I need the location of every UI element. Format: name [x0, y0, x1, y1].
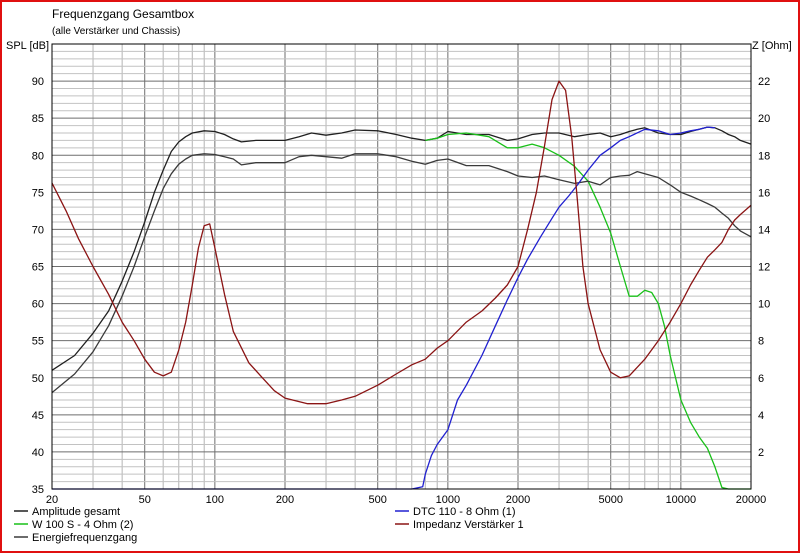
series-lines [51, 80, 752, 490]
y-tick-label: 75 [32, 187, 44, 199]
x-tick-label: 100 [206, 494, 224, 506]
x-tick-label: 200 [276, 494, 294, 506]
y-tick-label: 60 [32, 299, 44, 311]
y-tick-label: 85 [32, 113, 44, 125]
y2-tick-label: 2 [758, 447, 764, 459]
x-tick-label: 20000 [736, 494, 767, 506]
chart-subtitle: (alle Verstärker und Chassis) [52, 26, 180, 37]
y-tick-label: 50 [32, 373, 44, 385]
y2-tick-label: 22 [758, 76, 770, 88]
legend-label: Amplitude gesamt [32, 506, 120, 518]
y-tick-label: 35 [32, 484, 44, 496]
x-tick-label: 20 [46, 494, 58, 506]
y2-tick-label: 10 [758, 299, 770, 311]
y-tick-label: 40 [32, 447, 44, 459]
series-line-3 [51, 153, 752, 394]
y2-tick-label: 18 [758, 150, 770, 162]
series-line-5 [51, 80, 752, 405]
y-tick-label: 45 [32, 410, 44, 422]
y2-tick-label: 8 [758, 336, 764, 348]
y2-tick-label: 14 [758, 224, 770, 236]
y-tick-label: 90 [32, 76, 44, 88]
series-line-1 [51, 126, 752, 371]
y-tick-label: 55 [32, 336, 44, 348]
y2-tick-label: 6 [758, 373, 764, 385]
legend-label: W 100 S - 4 Ohm (2) [32, 519, 133, 531]
series-line-4 [52, 126, 715, 490]
y2-axis-label: Z [Ohm] [752, 40, 792, 52]
legend-label: Impedanz Verstärker 1 [413, 519, 524, 531]
x-tick-label: 2000 [506, 494, 530, 506]
legend-label: DTC 110 - 8 Ohm (1) [413, 506, 516, 518]
y2-tick-label: 16 [758, 187, 770, 199]
y2-tick-label: 12 [758, 262, 770, 274]
series-line-2 [425, 132, 751, 490]
y2-tick-label: 20 [758, 113, 770, 125]
chart-title: Frequenzgang Gesamtbox [52, 7, 194, 21]
tick-labels: 20 50 100 200 500 1000 2000 5000 10000 20000 35 40 4… [32, 76, 771, 506]
x-tick-label: 50 [139, 494, 151, 506]
x-tick-label: 500 [369, 494, 387, 506]
y-tick-label: 70 [32, 224, 44, 236]
x-tick-label: 10000 [666, 494, 697, 506]
legend-label: Energiefrequenzgang [32, 532, 137, 544]
grid-lines [51, 44, 752, 489]
x-tick-label: 1000 [436, 494, 460, 506]
y2-tick-label: 4 [758, 410, 764, 422]
y-tick-label: 65 [32, 262, 44, 274]
x-tick-label: 5000 [598, 494, 622, 506]
y-tick-label: 80 [32, 150, 44, 162]
y-axis-label: SPL [dB] [6, 40, 49, 52]
plot-border [51, 43, 752, 490]
